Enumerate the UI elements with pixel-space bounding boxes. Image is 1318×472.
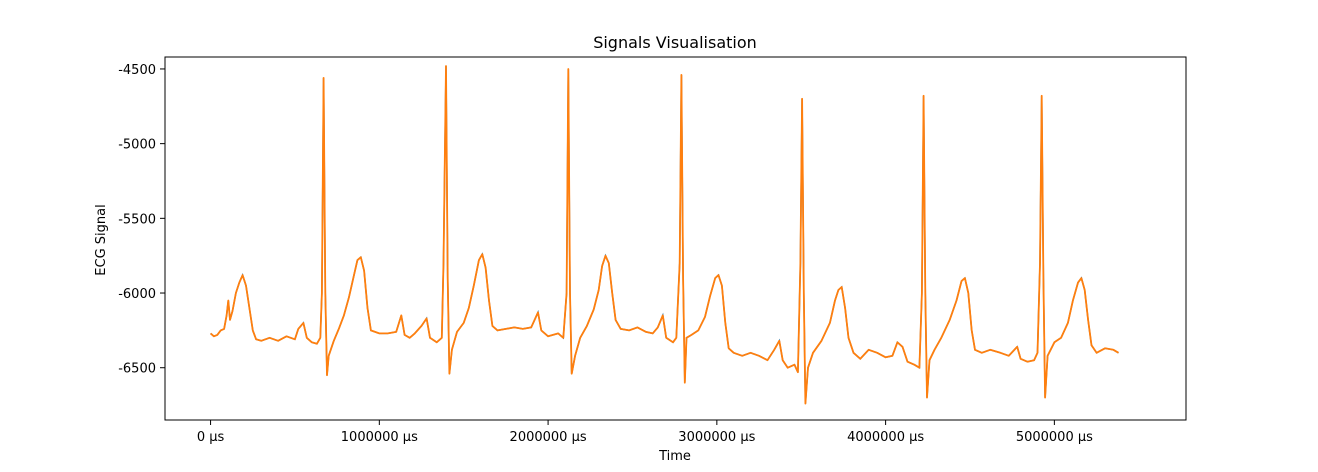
series-line-0 [210,65,1119,405]
x-tick-label: 5000000 µs [1016,430,1093,445]
y-tick-label: -6500 [118,362,156,377]
y-tick-label: -5500 [118,212,156,227]
x-axis-label: Time [658,449,691,464]
y-tick-label: -6000 [118,287,156,302]
y-tick-label: -4500 [118,63,156,78]
y-axis-ticks: -4500 -5000 -5500 -6000 -6500 [118,63,165,377]
y-axis-label: ECG Signal [94,204,109,275]
x-tick-label: 1000000 µs [341,430,418,445]
x-tick-label: 4000000 µs [847,430,924,445]
series-layer [210,65,1119,405]
x-tick-label: 2000000 µs [510,430,587,445]
plot-area-frame [164,56,1187,421]
x-axis-ticks: 0 µs 1000000 µs 2000000 µs 3000000 µs 400000… [197,420,1093,445]
chart-title: Signals Visualisation [593,33,757,52]
x-tick-label: 3000000 µs [678,430,755,445]
x-tick-label: 0 µs [197,430,225,445]
y-tick-label: -5000 [118,138,156,153]
